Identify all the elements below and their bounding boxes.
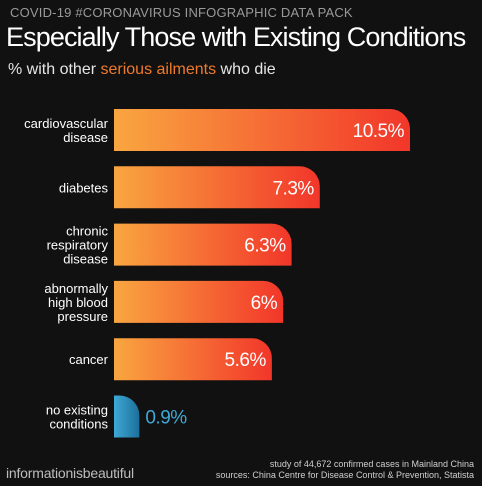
infographic-pack-tag: COVID-19 #CORONAVIRUS INFOGRAPHIC DATA P… bbox=[10, 5, 353, 20]
chart-subtitle: % with other serious ailments who die bbox=[8, 61, 276, 79]
value-label-0: 10.5% bbox=[353, 121, 405, 142]
category-label-2: chronic respiratory disease bbox=[47, 224, 109, 267]
subtitle-suffix: who die bbox=[216, 61, 276, 78]
value-label-1: 7.3% bbox=[272, 178, 314, 199]
category-label-1: diabetes bbox=[59, 180, 109, 195]
value-label-2: 6.3% bbox=[244, 236, 286, 257]
sources-note: sources: China Centre for Disease Contro… bbox=[215, 470, 474, 480]
value-label-4: 5.6% bbox=[225, 350, 267, 371]
bar-5 bbox=[114, 395, 140, 438]
bar-4 bbox=[114, 338, 272, 381]
category-label-0: cardiovascular disease bbox=[24, 116, 108, 145]
chart-title: Especially Those with Existing Condition… bbox=[6, 22, 466, 52]
value-label-5: 0.9% bbox=[145, 408, 187, 429]
bar-1 bbox=[114, 166, 320, 209]
study-note: study of 44,672 confirmed cases in Mainl… bbox=[269, 459, 474, 469]
subtitle-prefix: % with other bbox=[8, 61, 101, 78]
brand-logo: informationisbeautiful bbox=[6, 465, 134, 481]
bar-0 bbox=[114, 109, 410, 151]
category-label-3: abnormally high blood pressure bbox=[44, 281, 108, 324]
subtitle-highlight: serious ailments bbox=[100, 61, 217, 78]
bar-2 bbox=[114, 223, 292, 266]
source-notes: study of 44,672 confirmed cases in Mainl… bbox=[216, 459, 474, 481]
value-label-3: 6% bbox=[251, 293, 278, 314]
category-label-5: no existing conditions bbox=[46, 403, 109, 432]
bar-3 bbox=[114, 280, 284, 323]
category-label-4: cancer bbox=[69, 352, 109, 367]
